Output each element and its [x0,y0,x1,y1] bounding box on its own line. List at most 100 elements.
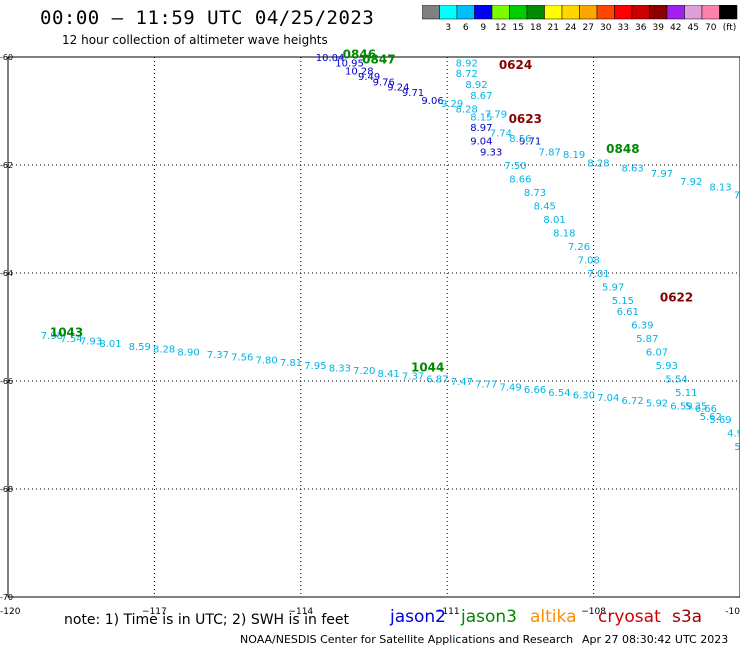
legend-cryosat: cryosat [598,607,661,627]
pass-time-label: 1044 [411,361,444,375]
wave-height-value-altika: 7.80 [256,355,278,366]
wave-height-value-altika: 8.28 [456,104,478,115]
wave-height-value-altika: 8.90 [177,347,199,358]
page-subtitle: 12 hour collection of altimeter wave hei… [62,33,328,47]
y-tick-label: -66 [0,377,13,386]
wave-height-value-altika: 8.66 [509,175,531,186]
wave-height-value-altika: 8.67 [470,91,492,102]
colorbar-label: 30 [600,23,612,33]
wave-height-value-altika: 8.72 [456,69,478,80]
wave-height-value-altika: 7.79 [485,110,507,121]
wave-height-value-altika: 6.54 [548,388,570,399]
wave-height-value-altika: 7.37 [207,350,229,361]
colorbar-label: 12 [495,23,506,33]
wave-height-value-altika: 5.62 [700,412,722,423]
colorbar-label: 27 [583,23,594,33]
wave-height-value-altika: 6.87 [426,374,448,385]
x-tick-label: −111 [435,607,460,617]
colorbar-label: 45 [688,23,699,33]
y-tick-label: -68 [0,485,13,494]
colorbar-label: 6 [463,23,469,33]
wave-height-value-altika: 7.26 [568,242,590,253]
colorbar-label: 9 [480,23,486,33]
colorbar-label: 70 [705,23,717,33]
wave-height-value-altika: 7.08 [578,256,600,267]
footer-timestamp: Apr 27 08:30:42 UTC 2023 [582,633,729,646]
colorbar-swatch [719,5,738,20]
wave-height-value-jason2: 9.76 [373,77,395,88]
pass-time-label: 0848 [606,142,639,156]
wave-height-value-jason2: 9.71 [402,88,424,99]
wave-height-value-altika: 7.77 [475,380,497,391]
wave-height-value-jason2: 9.49 [358,72,380,83]
footer-note: note: 1) Time is in UTC; 2) SWH is in fe… [64,612,350,628]
wave-height-value-altika: 8.92 [465,80,487,91]
wave-height-value-altika: 6.07 [646,347,668,358]
wave-height-value-altika: 7.87 [539,148,561,159]
wave-height-value-altika: 5.92 [646,399,668,410]
wave-height-value-altika: 8.63 [622,164,644,175]
wave-height-value-altika: 7.81 [280,358,302,369]
wave-height-value-altika: 7.20 [353,366,375,377]
pass-time-label: 1043 [50,325,83,339]
pass-time-label: 0623 [509,112,542,126]
x-tick-label: −108 [581,607,606,617]
wave-height-value-altika: 8.41 [378,369,400,380]
wave-height-value-altika: 5.11 [675,388,697,399]
wave-height-value-altika: 8.18 [553,229,575,240]
wave-height-value-altika: 7.54 [60,334,82,345]
wave-height-value-jason2: 9.71 [519,137,541,148]
wave-height-value-altika: 8.28 [153,345,175,356]
pass-time-label: 0847 [362,53,395,67]
y-tick-label: -62 [0,161,13,170]
wave-height-value-altika: 7.49 [500,382,522,393]
wave-height-value-altika: 5.54 [665,374,687,385]
legend-s3a: s3a [672,607,703,627]
pass-time-label: 0624 [499,58,532,72]
wave-height-value-altika: 8.13 [709,183,731,194]
pass-time-label: 0846 [343,47,376,61]
wave-height-value-altika: 7.04 [597,393,619,404]
wave-height-value-altika: 8.45 [534,202,556,213]
legend-jason3: jason3 [461,607,517,627]
wave-height-value-altika: 7.37 [402,372,424,383]
wave-height-value-jason2: 8.97 [470,123,492,134]
plot-frame [7,56,740,598]
wave-height-value-altika: 7.97 [651,169,673,180]
wave-height-value-altika: 8.73 [524,188,546,199]
wave-height-value-jason2: 9.33 [480,148,502,159]
pass-time-label: 0622 [660,290,693,304]
footer-credit: NOAA/NESDIS Center for Satellite Applica… [240,633,574,646]
wave-height-value-altika: 7.01 [587,269,609,280]
wave-height-value-altika: 5.69 [709,415,731,426]
legend-jason2: jason2 [390,607,446,627]
wave-height-value-altika: 8.19 [563,150,585,161]
wave-height-value-altika: 6.66 [524,385,546,396]
wave-height-value-altika: 8.56 [509,134,531,145]
wave-height-value-altika: 6.61 [617,307,639,318]
wave-height-value-altika: 7.93 [80,337,102,348]
wave-height-value-altika: 5.15 [612,296,634,307]
wave-height-value-jason2: 10.28 [345,67,374,78]
wave-height-value-altika: 8.33 [329,364,351,375]
wave-height-value-altika: 7.74 [490,129,512,140]
wave-height-value-altika: 7.92 [680,177,702,188]
wave-height-value-altika: 7.56 [231,353,253,364]
x-tick-label: -120 [0,607,21,617]
y-tick-label: -60 [0,53,13,62]
wave-height-value-altika: 5 [734,442,740,453]
wave-height-value-altika: 5.97 [602,283,624,294]
x-tick-label: −117 [142,607,167,617]
wave-height-value-jason2: 9.04 [470,137,492,148]
wave-height-value-altika: 5.93 [656,361,678,372]
wave-height-value-altika: 8.92 [456,58,478,69]
wave-height-value-jason2: 10.04 [316,53,345,64]
colorbar-label: 24 [565,23,577,33]
wave-height-value-altika: 6.59 [670,401,692,412]
x-tick-label: -10 [725,607,740,617]
wave-height-value-altika: 6.66 [695,404,717,415]
wave-height-value-altika: 8.59 [129,342,151,353]
wave-height-value-altika: 8.15 [470,112,492,123]
wave-height-value-altika: 7.50 [504,161,526,172]
colorbar-label: 42 [670,23,681,33]
